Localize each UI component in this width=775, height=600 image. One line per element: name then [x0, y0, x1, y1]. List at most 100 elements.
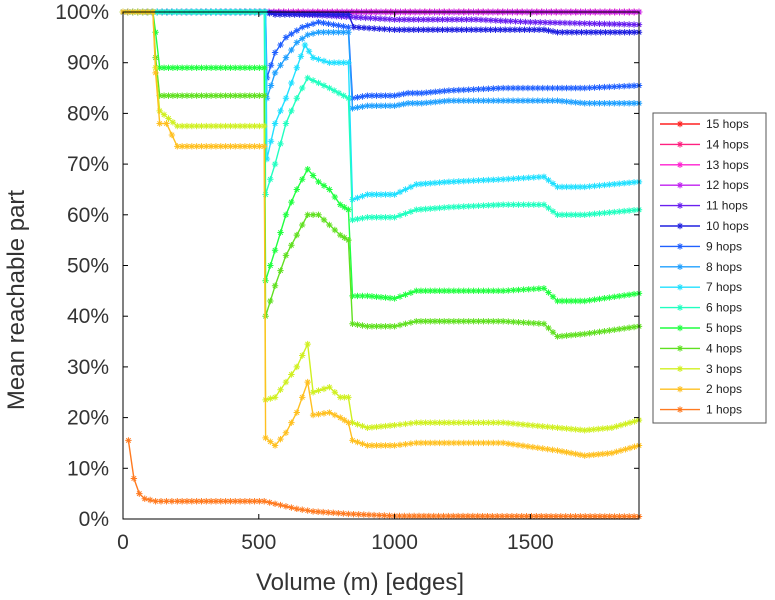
data-point	[207, 143, 215, 150]
legend-label: 6 hops	[706, 301, 742, 315]
data-point	[267, 297, 274, 305]
data-point	[423, 99, 430, 107]
data-point	[563, 297, 570, 305]
data-point	[405, 16, 413, 23]
data-point	[601, 83, 608, 91]
data-point	[558, 297, 566, 305]
data-point	[304, 507, 311, 514]
data-point	[530, 319, 537, 327]
data-point	[626, 513, 633, 520]
data-point	[450, 419, 458, 426]
data-point	[616, 292, 623, 300]
data-point	[441, 287, 448, 295]
data-point	[554, 211, 561, 218]
legend-label: 10 hops	[706, 219, 749, 233]
data-point	[465, 177, 472, 185]
data-point	[267, 176, 274, 183]
data-point	[256, 92, 263, 99]
data-point	[545, 27, 552, 34]
data-point	[335, 22, 342, 29]
data-point	[591, 20, 598, 27]
data-point	[613, 423, 620, 430]
data-point	[435, 512, 442, 520]
data-point	[271, 442, 279, 449]
data-point	[299, 176, 306, 183]
data-point	[436, 88, 444, 95]
data-point	[222, 498, 229, 505]
data-point	[357, 14, 364, 21]
data-point	[377, 293, 385, 301]
data-point	[455, 86, 462, 94]
data-point	[616, 21, 623, 28]
data-point	[212, 498, 220, 505]
data-point	[227, 92, 234, 99]
data-point	[391, 102, 398, 109]
data-point	[563, 84, 570, 92]
data-point	[232, 498, 239, 505]
data-point	[386, 323, 394, 330]
data-point	[222, 143, 229, 150]
data-point	[606, 181, 613, 188]
data-point	[512, 18, 519, 25]
legend-marker	[676, 386, 684, 393]
data-point	[510, 287, 517, 294]
data-point	[581, 427, 588, 434]
data-point	[485, 97, 492, 104]
data-point	[514, 97, 522, 104]
data-point	[630, 323, 638, 331]
data-point	[519, 442, 527, 449]
data-point	[377, 423, 385, 430]
data-point	[567, 513, 574, 520]
data-point	[450, 318, 458, 325]
data-point	[490, 318, 497, 325]
data-point	[495, 97, 502, 104]
data-point	[535, 173, 543, 181]
data-point	[445, 287, 453, 295]
data-point	[400, 16, 408, 23]
data-point	[470, 439, 477, 447]
data-point	[455, 439, 462, 447]
legend-label: 9 hops	[706, 239, 742, 253]
data-point	[436, 179, 443, 186]
data-point	[381, 25, 388, 33]
data-point	[364, 102, 371, 109]
series-line	[123, 11, 640, 432]
data-point	[563, 449, 570, 456]
data-point	[354, 421, 361, 428]
data-point	[573, 29, 580, 36]
data-point	[320, 182, 328, 189]
data-point	[350, 24, 358, 31]
data-point	[455, 97, 462, 104]
data-point	[377, 191, 385, 198]
data-point	[470, 97, 477, 104]
data-point	[470, 318, 477, 325]
data-point	[608, 449, 616, 457]
data-point	[377, 323, 385, 330]
data-point	[485, 176, 492, 184]
data-point	[415, 512, 423, 520]
data-point	[515, 201, 522, 208]
legend-marker	[676, 324, 684, 332]
data-point	[414, 89, 421, 97]
legend-marker	[676, 243, 684, 250]
data-point	[330, 87, 338, 94]
data-point	[422, 318, 429, 325]
data-point	[160, 111, 168, 118]
data-point	[539, 84, 546, 92]
data-point	[236, 122, 244, 130]
data-point	[606, 20, 613, 28]
data-point	[391, 191, 398, 198]
data-point	[368, 102, 376, 109]
data-point	[616, 208, 623, 215]
data-point	[554, 447, 561, 454]
data-point	[413, 419, 420, 426]
data-point	[296, 11, 303, 18]
data-point	[382, 323, 389, 330]
y-axis-ticks: 0% 10% 20% 30% 40% 50% 60% 70% 80% 90% 100%	[55, 1, 639, 531]
data-point	[526, 26, 533, 33]
data-point	[484, 512, 491, 520]
data-point	[376, 15, 384, 22]
data-point	[591, 329, 598, 336]
data-point	[567, 98, 575, 106]
data-point	[581, 20, 588, 27]
